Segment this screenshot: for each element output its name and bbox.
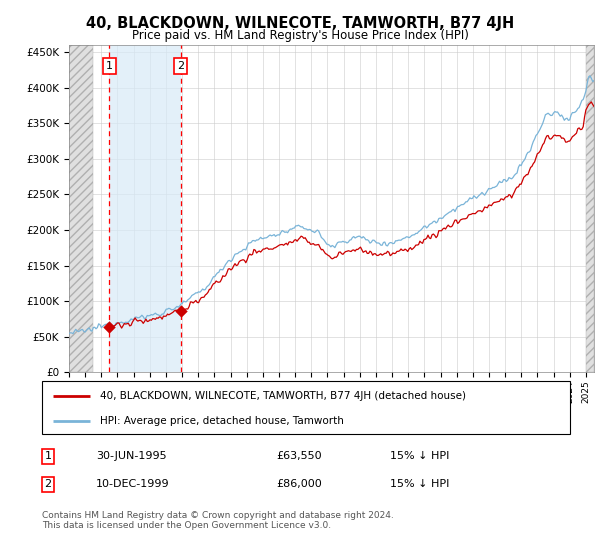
Bar	[69, 45, 93, 372]
Text: 1: 1	[44, 451, 52, 461]
Text: Contains HM Land Registry data © Crown copyright and database right 2024.
This d: Contains HM Land Registry data © Crown c…	[42, 511, 394, 530]
Text: 40, BLACKDOWN, WILNECOTE, TAMWORTH, B77 4JH: 40, BLACKDOWN, WILNECOTE, TAMWORTH, B77 …	[86, 16, 514, 31]
FancyBboxPatch shape	[42, 381, 570, 434]
Text: 40, BLACKDOWN, WILNECOTE, TAMWORTH, B77 4JH (detached house): 40, BLACKDOWN, WILNECOTE, TAMWORTH, B77 …	[100, 391, 466, 401]
Point	[176, 307, 185, 316]
Point	[104, 323, 114, 332]
Text: 15% ↓ HPI: 15% ↓ HPI	[390, 479, 449, 489]
Text: 1: 1	[106, 61, 113, 71]
Text: Price paid vs. HM Land Registry's House Price Index (HPI): Price paid vs. HM Land Registry's House …	[131, 29, 469, 42]
Bar	[586, 45, 594, 372]
Text: HPI: Average price, detached house, Tamworth: HPI: Average price, detached house, Tamw…	[100, 416, 344, 426]
Text: 30-JUN-1995: 30-JUN-1995	[96, 451, 167, 461]
Text: 2: 2	[177, 61, 184, 71]
Text: 2: 2	[44, 479, 52, 489]
Text: 10-DEC-1999: 10-DEC-1999	[96, 479, 170, 489]
Text: £63,550: £63,550	[276, 451, 322, 461]
Text: 15% ↓ HPI: 15% ↓ HPI	[390, 451, 449, 461]
Text: £86,000: £86,000	[276, 479, 322, 489]
Bar	[109, 45, 181, 372]
